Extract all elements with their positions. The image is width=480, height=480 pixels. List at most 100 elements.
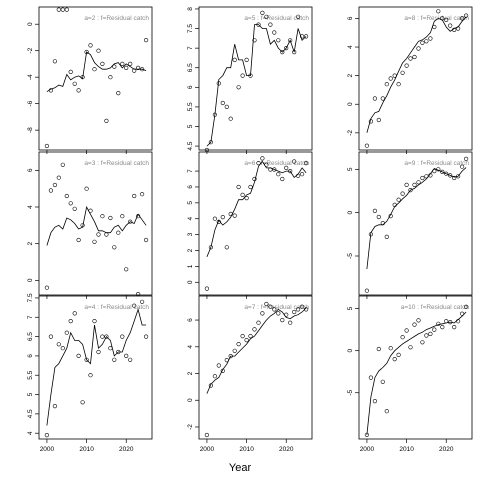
panel-4-point-2003 <box>56 175 61 180</box>
panel-4-ytick-label-6: 6 <box>27 168 34 172</box>
panel-3-point-2001 <box>368 119 374 124</box>
panel-2-point-2005 <box>224 104 229 109</box>
panel-7: a=4 : f=Residual catch 4 4.5 5 5.5 6 6.5 7 7.5 20… <box>27 292 153 453</box>
panel-1-ytick-label-4: -4 <box>27 74 34 80</box>
panel-9-point-2016 <box>428 331 433 337</box>
panel-6-point-2005 <box>384 234 389 239</box>
panel-7-ytick-label-4: 4 <box>27 431 34 435</box>
panel-3-ytick-label-6: 6 <box>347 16 354 20</box>
panel-9-title: a=10 : f=Residual catch <box>401 304 470 311</box>
panel-2-point-2003 <box>216 81 221 86</box>
panel-3-point-2018 <box>436 9 441 14</box>
x-axis-label: Year <box>229 462 252 474</box>
panel-8-point-2010 <box>244 338 249 343</box>
panel-7-point-2022 <box>132 303 137 308</box>
panel-2-ytick-label-5: 5 <box>187 124 194 128</box>
panel-4-point-2025 <box>144 237 149 243</box>
panel-6-point-2025 <box>464 156 469 161</box>
panel-5-ytick-label-2: 2 <box>187 248 194 252</box>
panel-9-xtick-label-2020: 2020 <box>439 446 454 453</box>
panel-4-point-2015 <box>104 232 109 237</box>
panel-8-point-2004 <box>220 368 225 373</box>
panel-1-frame <box>38 6 153 151</box>
panel-1-point-2019 <box>120 61 125 67</box>
panel-1-point-2010 <box>84 49 89 55</box>
panel-3-point-2020 <box>444 17 449 23</box>
panel-8-xtick-label-2000: 2000 <box>200 446 215 453</box>
panel-8-point-2016 <box>268 304 273 309</box>
panel-2-point-2001 <box>208 140 213 145</box>
panel-4-point-2010 <box>84 186 89 191</box>
panel-1-point-2000 <box>44 143 50 149</box>
panel-6-point-2024 <box>460 164 465 169</box>
panel-9-point-2006 <box>388 346 393 351</box>
panel-5-point-2002 <box>212 216 217 221</box>
panel-4-point-2022 <box>132 193 137 199</box>
panel-6: a=9 : f=Residual catch -5 0 5 <box>347 151 473 299</box>
panel-8: a=7 : f=Residual catch -2 0 2 4 6 2000 2010 2020 <box>187 295 313 453</box>
panel-4-point-2002 <box>52 182 58 188</box>
panel-2-fit-line <box>206 24 307 147</box>
panel-7-point-2018 <box>116 349 121 355</box>
panel-7-point-2008 <box>76 353 81 359</box>
panel-9-ytick-label-5: 5 <box>347 306 354 310</box>
panel-9-point-2020 <box>444 319 449 324</box>
panel-5-ytick-label-1: 1 <box>187 264 194 268</box>
panel-6-point-2018 <box>436 167 441 172</box>
panel-9-point-2019 <box>440 325 445 330</box>
panel-3-point-2006 <box>388 76 393 81</box>
panel-8-point-2017 <box>272 307 277 312</box>
panel-5-point-2025 <box>304 161 309 166</box>
panel-6-point-2021 <box>448 173 453 178</box>
panel-4-ytick-label-2: 2 <box>27 241 34 245</box>
panel-4-point-2014 <box>100 214 105 219</box>
panel-6-title: a=9 : f=Residual catch <box>404 160 469 167</box>
panel-2-point-2025 <box>304 34 309 39</box>
panel-6-point-2015 <box>424 174 429 179</box>
panel-7-point-2017 <box>112 357 117 362</box>
panel-9-ytick-label-5: -5 <box>347 389 354 395</box>
panel-9-point-2003 <box>376 346 381 352</box>
panel-2-point-2009 <box>240 73 245 78</box>
panel-7-xtick-label-2010: 2010 <box>79 446 94 453</box>
panel-2-point-2002 <box>212 112 217 117</box>
panel-4-point-2018 <box>116 230 121 235</box>
panel-6-point-2009 <box>400 191 405 196</box>
panel-6-frame <box>358 151 473 296</box>
panel-7-point-2002 <box>52 404 58 409</box>
panel-3-point-2016 <box>428 36 433 41</box>
panel-7-point-2020 <box>124 353 129 359</box>
panel-6-point-2020 <box>444 171 449 176</box>
panel-8-point-2002 <box>212 374 217 379</box>
panel-9-point-2005 <box>384 409 389 414</box>
panel-3-point-2000 <box>364 143 370 148</box>
panel-1: a=2 : f=Residual catch -8 -6 -4 -2 0 <box>27 6 153 154</box>
panel-4-point-2024 <box>140 192 145 197</box>
panel-3: a=8 : f=Residual catch -2 0 2 4 6 <box>347 6 473 154</box>
panel-9-point-2011 <box>408 345 413 350</box>
panel-4-point-2009 <box>80 223 85 228</box>
panel-3-point-2023 <box>456 26 461 31</box>
panel-9-point-2009 <box>400 335 405 340</box>
panel-1-point-2007 <box>72 81 77 86</box>
panel-9-point-2023 <box>456 319 461 324</box>
panel-5-ytick-label-7: 7 <box>187 169 194 173</box>
panel-6-point-2007 <box>392 202 397 207</box>
panel-9-point-2004 <box>380 379 385 384</box>
panel-5-point-2019 <box>280 176 285 182</box>
panel-4-ytick-label-0: 0 <box>27 278 34 282</box>
panel-5-frame <box>198 151 313 296</box>
panel-5-point-2007 <box>232 213 237 218</box>
panel-5-point-2001 <box>208 245 213 250</box>
panel-8-title: a=7 : f=Residual catch <box>244 304 309 311</box>
panel-2-ytick-label-4-5: 4.5 <box>187 141 194 150</box>
panel-9-point-2021 <box>448 320 453 325</box>
panel-8-xtick-label-2020: 2020 <box>279 446 294 453</box>
panel-1-point-2021 <box>128 61 133 67</box>
panel-5-point-2005 <box>224 245 229 250</box>
panel-6-point-2004 <box>380 221 385 226</box>
panel-8-xtick-label-2010: 2010 <box>239 446 254 453</box>
panel-8-point-2019 <box>280 318 285 323</box>
panel-7-xtick-label-2020: 2020 <box>119 446 134 453</box>
